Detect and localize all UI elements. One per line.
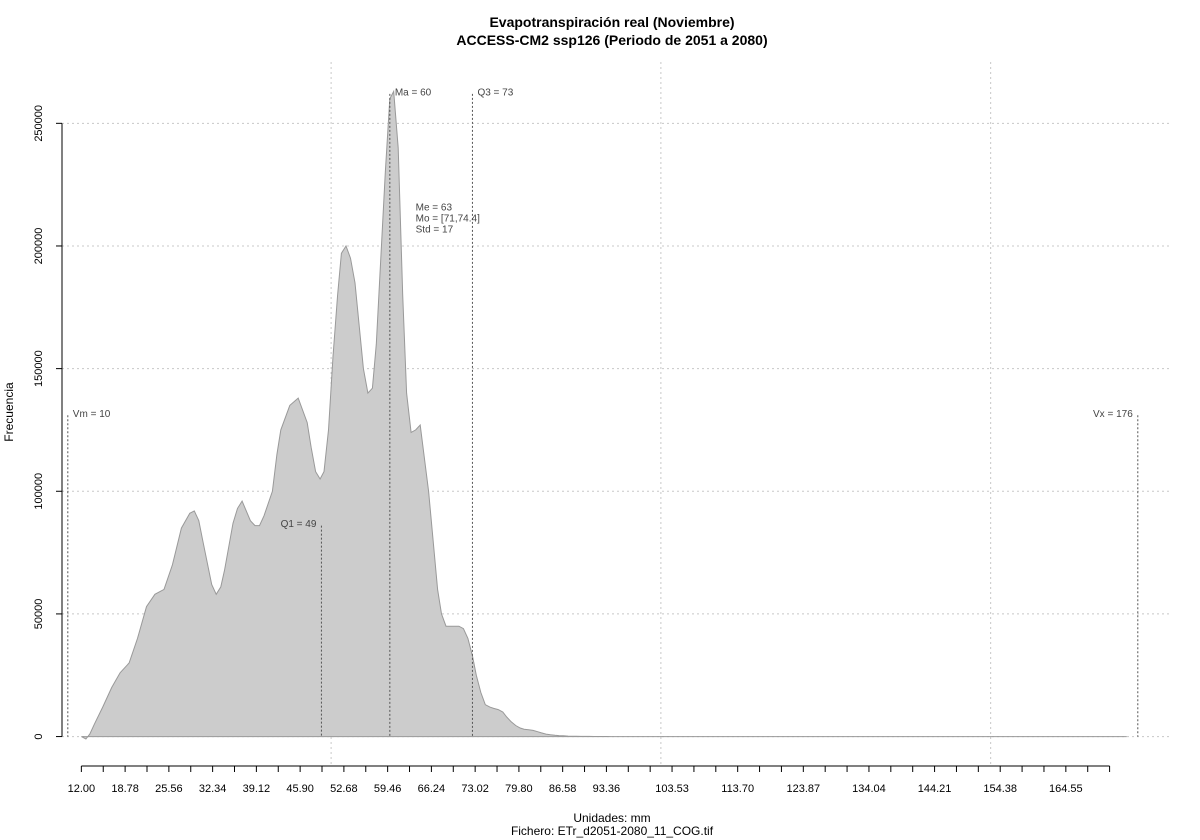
x-tick-label: 164.55 bbox=[1049, 783, 1083, 795]
marker-label: Vm = 10 bbox=[73, 409, 111, 420]
stats-label: Mo = [71,74.4] bbox=[416, 214, 480, 225]
x-tick-label: 52.68 bbox=[330, 783, 358, 795]
x-tick-label: 113.70 bbox=[721, 783, 754, 795]
file-name-label: Fichero: ETr_d2051-2080_11_COG.tif bbox=[511, 824, 714, 838]
chart-subtitle: ACCESS-CM2 ssp126 (Periodo de 2051 a 208… bbox=[456, 32, 767, 48]
x-tick-label: 39.12 bbox=[243, 783, 271, 795]
marker-label: Q1 = 49 bbox=[281, 519, 317, 530]
x-tick-label: 25.56 bbox=[155, 783, 183, 795]
x-tick-label: 59.46 bbox=[374, 783, 402, 795]
density-area bbox=[81, 89, 1127, 740]
x-tick-label: 32.34 bbox=[199, 783, 227, 795]
marker-label: Q3 = 73 bbox=[477, 87, 513, 98]
x-tick-label: 18.78 bbox=[111, 783, 139, 795]
chart-title: Evapotranspiración real (Noviembre) bbox=[489, 14, 734, 30]
y-tick-label: 200000 bbox=[33, 228, 45, 265]
marker-label: Ma = 60 bbox=[395, 87, 432, 98]
x-tick-label: 79.80 bbox=[505, 783, 533, 795]
x-tick-label: 134.04 bbox=[852, 783, 886, 795]
x-tick-label: 93.36 bbox=[593, 783, 621, 795]
x-tick-label: 12.00 bbox=[68, 783, 96, 795]
stats-label: Std = 17 bbox=[416, 225, 454, 236]
x-tick-label: 103.53 bbox=[655, 783, 689, 795]
y-tick-label: 250000 bbox=[33, 105, 45, 142]
y-tick-label: 50000 bbox=[33, 599, 45, 630]
x-axis-label: Unidades: mm bbox=[573, 811, 650, 825]
x-tick-label: 66.24 bbox=[418, 783, 446, 795]
y-tick-label: 150000 bbox=[33, 350, 45, 387]
x-tick-label: 45.90 bbox=[286, 783, 314, 795]
y-tick-label: 100000 bbox=[33, 473, 45, 510]
y-tick-label: 0 bbox=[33, 734, 45, 740]
x-tick-label: 123.87 bbox=[786, 783, 820, 795]
y-axis-label: Frecuencia bbox=[2, 382, 16, 442]
stats-label: Me = 63 bbox=[416, 203, 453, 214]
marker-label: Vx = 176 bbox=[1093, 409, 1133, 420]
plot-area: Vm = 10 Vx = 176 Q1 = 49 Ma = 60 Q3 = 73 Me =… bbox=[33, 62, 1172, 795]
x-tick-label: 144.21 bbox=[918, 783, 952, 795]
x-tick-label: 73.02 bbox=[461, 783, 489, 795]
x-tick-label: 154.38 bbox=[983, 783, 1017, 795]
x-tick-label: 86.58 bbox=[549, 783, 577, 795]
